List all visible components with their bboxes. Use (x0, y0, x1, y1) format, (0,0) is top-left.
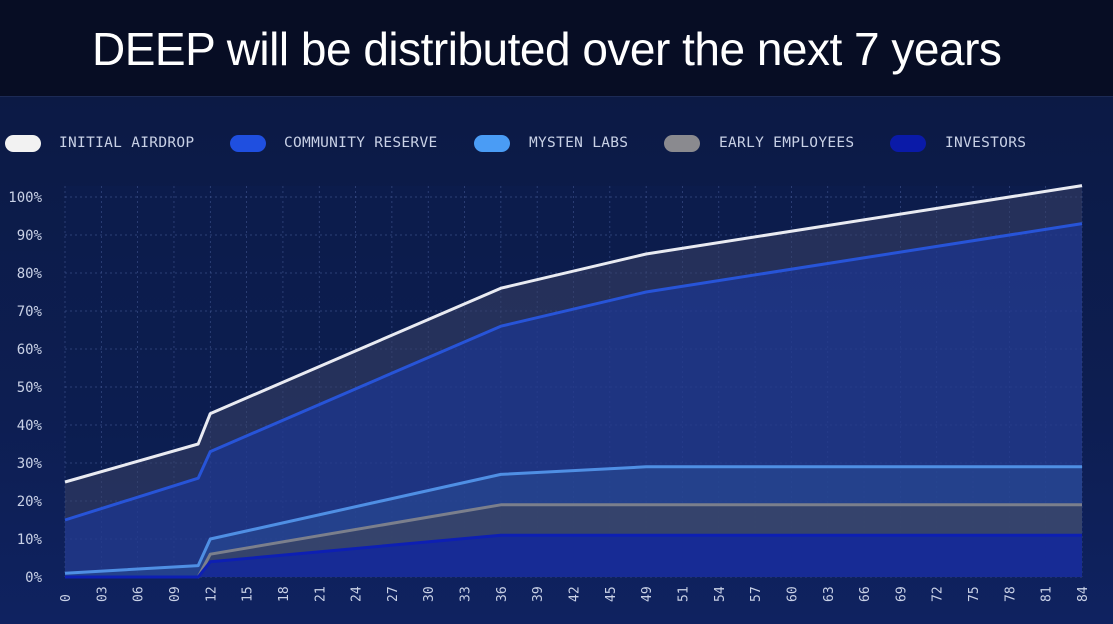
legend-label: MYSTEN LABS (529, 135, 629, 151)
x-tick-label: 60 (785, 586, 800, 602)
y-tick-label: 100% (8, 190, 42, 206)
x-tick-label: 30 (422, 586, 437, 602)
y-tick-label: 50% (17, 380, 43, 396)
y-tick-label: 80% (17, 266, 43, 282)
y-tick-label: 10% (17, 532, 43, 548)
x-tick-label: 49 (640, 586, 655, 602)
x-tick-label: 18 (277, 586, 292, 602)
y-tick-label: 20% (17, 494, 43, 510)
x-tick-label: 24 (350, 586, 365, 602)
x-tick-label: 0 (59, 594, 74, 602)
x-tick-label: 36 (495, 586, 510, 602)
y-tick-label: 0% (25, 570, 42, 586)
x-tick-label: 42 (568, 586, 583, 602)
x-tick-label: 21 (313, 586, 328, 602)
legend-label: COMMUNITY RESERVE (284, 135, 438, 151)
legend-swatch (5, 135, 41, 152)
x-tick-label: 12 (204, 586, 219, 602)
x-tick-label: 78 (1003, 586, 1018, 602)
x-tick-label: 33 (459, 586, 474, 602)
y-tick-label: 70% (17, 304, 43, 320)
x-tick-label: 27 (386, 586, 401, 602)
legend-swatch (664, 135, 700, 152)
x-tick-label: 57 (749, 586, 764, 602)
x-tick-label: 06 (132, 586, 147, 602)
x-tick-label: 72 (931, 586, 946, 602)
header-bar: DEEP will be distributed over the next 7… (0, 0, 1113, 97)
legend-label: INITIAL AIRDROP (59, 135, 195, 151)
x-tick-label: 09 (168, 586, 183, 602)
legend-label: EARLY EMPLOYEES (719, 135, 855, 151)
y-tick-label: 90% (17, 228, 43, 244)
x-tick-label: 45 (604, 586, 619, 602)
x-tick-label: 75 (967, 586, 982, 602)
x-tick-label: 84 (1076, 586, 1091, 602)
x-tick-label: 63 (822, 586, 837, 602)
x-tick-label: 81 (1040, 586, 1055, 602)
area-investors (65, 535, 1082, 577)
line-investors (65, 533, 1082, 579)
y-tick-label: 60% (17, 342, 43, 358)
x-tick-label: 54 (713, 586, 728, 602)
x-tick-label: 69 (894, 586, 909, 602)
x-tick-label: 51 (676, 586, 691, 602)
legend-swatch (230, 135, 266, 152)
y-tick-label: 40% (17, 418, 43, 434)
line-mysten-labs (64, 465, 1082, 575)
y-tick-label: 30% (17, 456, 43, 472)
chart-title: DEEP will be distributed over the next 7… (92, 23, 1002, 75)
line-community-reserve (64, 222, 1083, 522)
legend-swatch (474, 135, 510, 152)
legend-swatch (890, 135, 926, 152)
x-tick-label: 03 (95, 586, 110, 602)
x-tick-label: 39 (531, 586, 546, 602)
line-initial-airdrop (64, 184, 1083, 484)
x-tick-label: 15 (241, 586, 256, 602)
x-tick-label: 66 (858, 586, 873, 602)
legend-label: INVESTORS (945, 135, 1027, 151)
